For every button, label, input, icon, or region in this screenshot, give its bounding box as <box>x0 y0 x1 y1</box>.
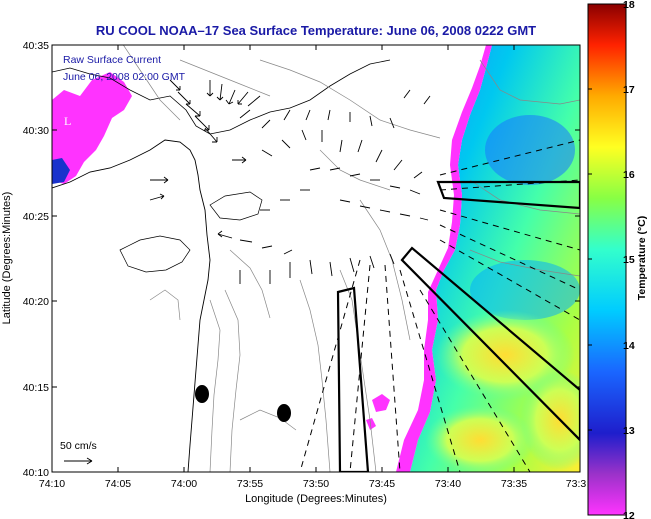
y-axis-label: Latitude (Degrees:Minutes) <box>1 192 13 325</box>
y-tick-label: 40:10 <box>23 467 49 479</box>
y-tick-label: 40:25 <box>23 211 49 223</box>
scale-arrow <box>64 457 93 465</box>
chart-title: RU COOL NOAA–17 Sea Surface Temperature:… <box>96 23 536 38</box>
map-marker-label: L <box>64 114 71 128</box>
x-tick-label: 73:50 <box>303 478 329 490</box>
x-tick-labels: 74:10 74:05 74:00 73:55 73:50 73:45 73:4… <box>39 478 587 490</box>
coastline <box>52 139 211 472</box>
y-tick-labels: 40:35 40:30 40:25 40:20 40:15 40:10 <box>23 40 49 479</box>
axis-ticks <box>51 44 581 473</box>
station-marker-2 <box>277 404 291 422</box>
legend-line-2: June 06, 2008 02:00 GMT <box>63 71 186 83</box>
sst-land-patch <box>52 72 132 184</box>
x-tick-label: 74:00 <box>171 478 197 490</box>
radar-range-lines <box>299 139 580 472</box>
sst-cloud-edge <box>396 45 492 472</box>
colorbar-label: Temperature (°C) <box>636 216 648 301</box>
y-tick-label: 40:15 <box>23 382 49 394</box>
station-marker-1 <box>195 385 209 403</box>
x-tick-label: 74:05 <box>105 478 131 490</box>
x-tick-label: 73:45 <box>369 478 395 490</box>
plot-area: L <box>52 45 580 472</box>
x-axis-label: Longitude (Degrees:Minutes) <box>245 493 387 505</box>
colorbar-tick: 16 <box>623 169 635 181</box>
colorbar-gradient <box>587 3 627 516</box>
colorbar-tick: 18 <box>623 0 635 11</box>
y-tick-label: 40:35 <box>23 40 49 52</box>
colorbar-tick: 17 <box>623 84 635 96</box>
x-tick-label: 73:3 <box>566 478 587 490</box>
x-tick-label: 74:10 <box>39 478 65 490</box>
sample-zone-polygons <box>336 180 580 472</box>
y-tick-label: 40:30 <box>23 125 49 137</box>
colorbar-tick: 15 <box>623 254 635 266</box>
colorbar-tick: 13 <box>623 425 635 437</box>
colorbar: 18 17 16 15 14 13 12 Temperature (°C) <box>587 0 648 519</box>
scale-label: 50 cm/s <box>60 440 97 452</box>
y-tick-label: 40:20 <box>23 296 49 308</box>
x-tick-label: 73:35 <box>501 478 527 490</box>
x-tick-label: 73:55 <box>237 478 263 490</box>
surface-current-vectors <box>149 79 431 284</box>
colorbar-tick: 12 <box>623 510 635 519</box>
legend-line-1: Raw Surface Current <box>63 54 161 66</box>
x-tick-label: 73:40 <box>435 478 461 490</box>
colorbar-tick: 14 <box>623 340 635 352</box>
